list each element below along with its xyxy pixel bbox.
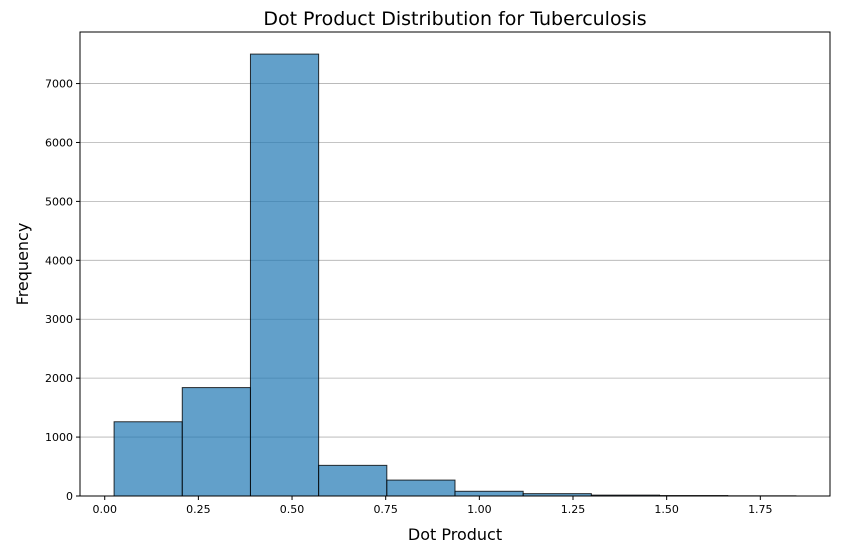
y-tick-label-2: 2000 — [45, 372, 73, 385]
x-tick-label-3: 0.75 — [373, 503, 398, 516]
histogram-bar-0 — [113, 421, 183, 497]
y-tick-label-4: 4000 — [45, 254, 73, 267]
y-tick-label-3: 3000 — [45, 313, 73, 326]
y-tick-label-6: 6000 — [45, 136, 73, 149]
y-axis-title: Frequency — [13, 223, 32, 306]
grid-lines — [80, 83, 830, 438]
y-tick-label-0: 0 — [66, 490, 73, 503]
x-tick-label-6: 1.50 — [654, 503, 679, 516]
histogram-bar-5 — [454, 490, 524, 497]
histogram-bars — [113, 53, 797, 497]
chart-title: Dot Product Distribution for Tuberculosi… — [263, 8, 646, 30]
x-axis: 0.00 0.25 0.50 0.75 1.00 1.25 1.50 1.75 — [92, 496, 773, 516]
y-axis: 0 1000 2000 3000 4000 5000 6000 7000 — [45, 78, 80, 503]
histogram-bar-2 — [249, 53, 320, 497]
y-tick-label-7: 7000 — [45, 78, 73, 91]
plot-area — [79, 31, 831, 497]
histogram-bar-3 — [318, 464, 388, 497]
x-tick-label-1: 0.25 — [186, 503, 211, 516]
y-tick-label-1: 1000 — [45, 431, 73, 444]
x-tick-label-0: 0.00 — [92, 503, 117, 516]
x-axis-title: Dot Product — [408, 525, 502, 544]
x-tick-label-4: 1.00 — [467, 503, 492, 516]
y-tick-label-5: 5000 — [45, 195, 73, 208]
histogram-bar-4 — [386, 479, 456, 497]
x-tick-label-2: 0.50 — [280, 503, 305, 516]
x-tick-label-5: 1.25 — [561, 503, 586, 516]
x-tick-label-7: 1.75 — [748, 503, 773, 516]
histogram-bar-1 — [181, 387, 251, 497]
